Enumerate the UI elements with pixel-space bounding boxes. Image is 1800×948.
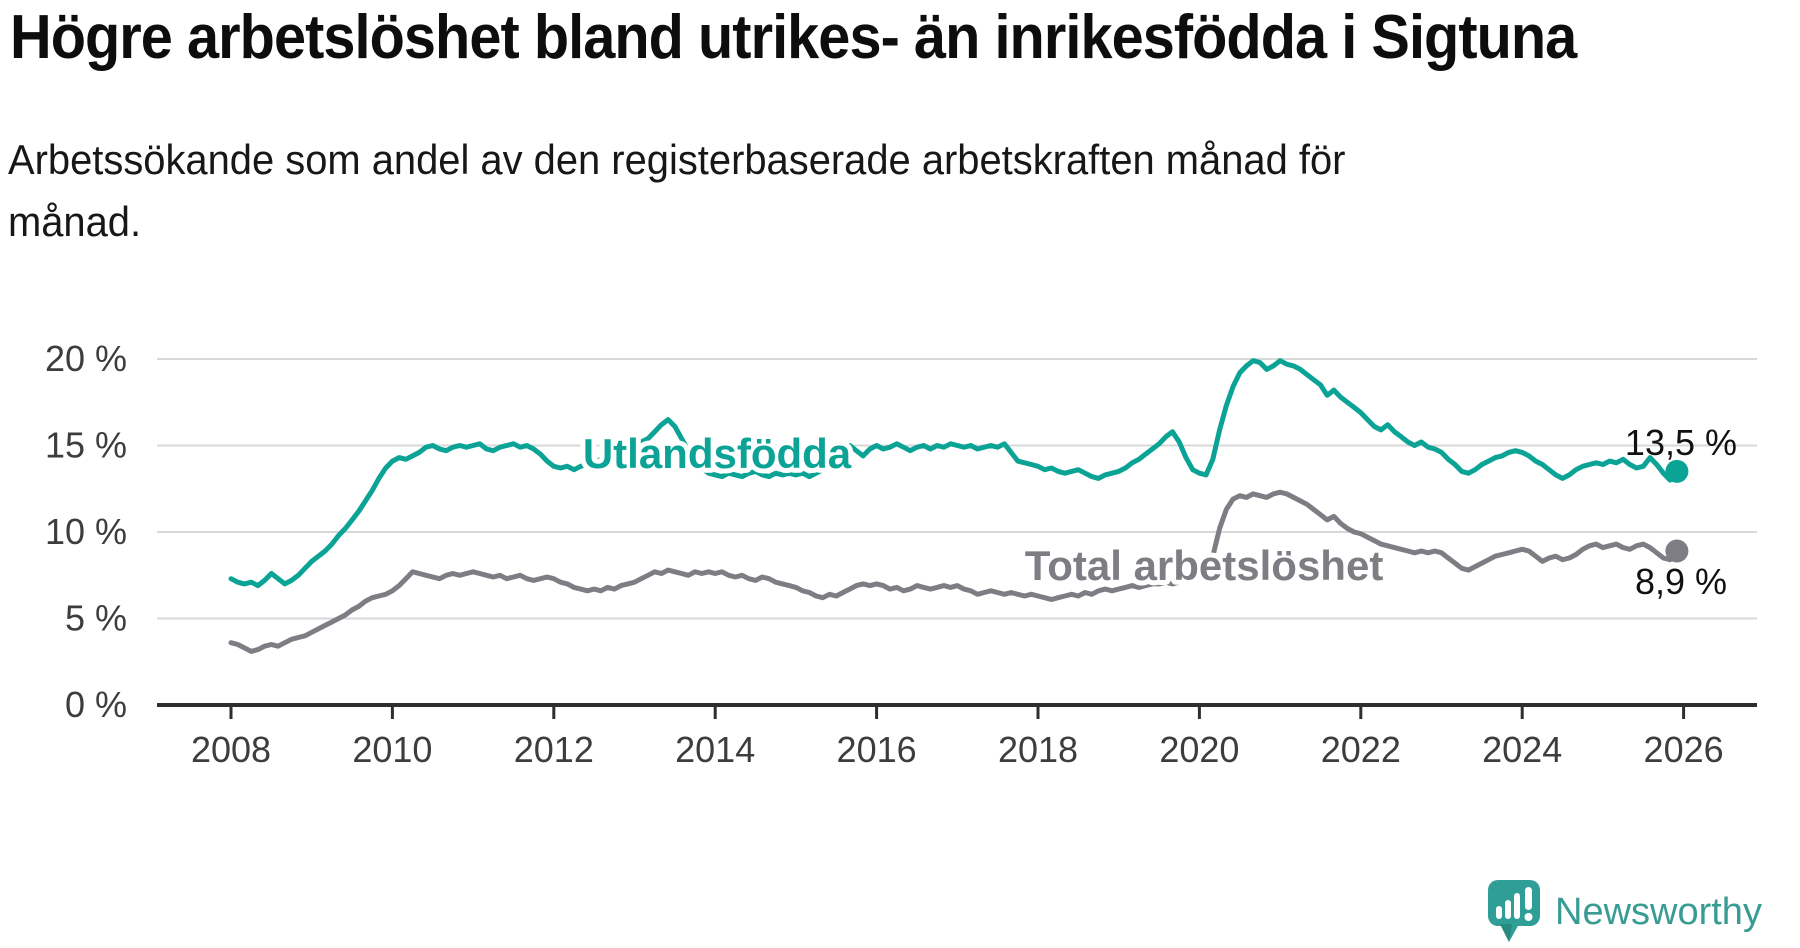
series-line-utlandsfodda: [228, 358, 1680, 589]
end-value-label: 8,9 %: [1635, 561, 1727, 602]
y-tick-label: 5 %: [65, 598, 127, 639]
page-title: Högre arbetslöshet bland utrikes- än inr…: [10, 2, 1694, 73]
newsworthy-logo: Newsworthy: [1486, 880, 1762, 944]
end-dot-total: [1665, 539, 1689, 563]
page-title-text: Högre arbetslöshet bland utrikes- än inr…: [10, 3, 1577, 72]
y-tick-label: 10 %: [45, 511, 127, 552]
newsworthy-icon: [1488, 880, 1540, 942]
end-value-label: 13,5 %: [1625, 422, 1737, 463]
x-tick-label: 2020: [1159, 729, 1239, 770]
x-tick-label: 2018: [998, 729, 1078, 770]
chart-subtitle: Arbetssökande som andel av den registerb…: [8, 134, 1416, 258]
x-tick-label: 2008: [191, 729, 271, 770]
end-dot-utlandsfodda: [1665, 459, 1689, 483]
y-tick-label: 15 %: [45, 425, 127, 466]
x-tick-label: 2012: [514, 729, 594, 770]
y-tick-label: 0 %: [65, 684, 127, 725]
subtitle-line-1: Arbetssökande som andel av den registerb…: [8, 136, 1346, 183]
x-tick-label: 2024: [1482, 729, 1562, 770]
x-tick-label: 2026: [1644, 729, 1724, 770]
x-tick-label: 2016: [837, 729, 917, 770]
series-label-total: Total arbetslöshet: [1025, 542, 1384, 589]
series-label-utlandsfodda: Utlandsfödda: [583, 430, 852, 477]
newsworthy-wordmark: Newsworthy: [1555, 890, 1762, 933]
x-tick-label: 2022: [1321, 729, 1401, 770]
x-tick-label: 2010: [352, 729, 432, 770]
subtitle-line-2: månad.: [8, 198, 142, 245]
x-tick-label: 2014: [675, 729, 755, 770]
y-tick-label: 20 %: [45, 338, 127, 379]
series-line-total: [228, 489, 1680, 654]
